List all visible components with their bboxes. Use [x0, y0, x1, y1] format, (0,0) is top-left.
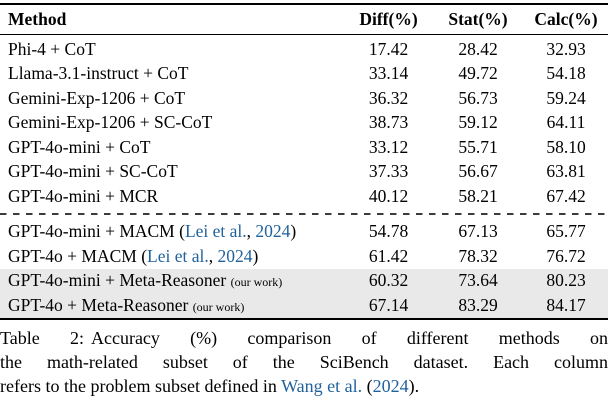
calc-cell: 67.42: [546, 185, 586, 206]
method-cell: Gemini-Exp-1206 + SC-CoT: [8, 112, 213, 132]
diff-cell: 37.33: [368, 161, 409, 181]
our-work-note: (our work): [192, 299, 245, 314]
method-cell: GPT-4o-mini + MACM (Lei et al., 2024): [0, 220, 345, 245]
table-row-highlighted: GPT-4o + Meta-Reasoner (our work) 67.14 …: [0, 293, 608, 319]
method-cell: GPT-4o + MACM (Lei et al., 2024): [0, 244, 345, 269]
method-label-suffix: ): [252, 245, 259, 266]
method-cell: GPT-4o-mini + Meta-Reasoner (our work): [0, 269, 345, 294]
method-cell: Llama-3.1-instruct + CoT: [8, 63, 189, 83]
citation-link-lei-2024[interactable]: Lei et al.: [147, 245, 209, 266]
caption-line-2: the math-related subset of the SciBench …: [0, 351, 608, 372]
calc-cell: 32.93: [546, 38, 586, 59]
citation-separator: ,: [208, 245, 218, 266]
calc-cell: 59.24: [546, 87, 586, 108]
col-header-calc: Calc(%): [524, 4, 608, 35]
col-header-diff: Diff(%): [345, 4, 432, 35]
stat-cell: 59.12: [458, 112, 498, 132]
diff-cell: 33.12: [368, 136, 409, 157]
method-cell: GPT-4o + Meta-Reasoner (our work): [0, 293, 345, 319]
calc-cell: 76.72: [546, 245, 586, 266]
table-caption: Table 2: Accuracy (%) comparison of diffe…: [0, 326, 608, 399]
diff-cell: 60.32: [368, 270, 409, 290]
col-header-stat: Stat(%): [432, 4, 524, 35]
calc-cell: 65.77: [546, 221, 586, 241]
calc-cell: 63.81: [546, 161, 586, 181]
citation-link-lei-2024[interactable]: Lei et al.: [184, 221, 247, 241]
table-row-highlighted: GPT-4o-mini + Meta-Reasoner (our work) 6…: [0, 268, 608, 294]
calc-cell: 64.11: [546, 112, 586, 132]
stat-cell: 56.73: [458, 87, 498, 108]
our-work-note: (our work): [230, 275, 283, 289]
method-cell: GPT-4o-mini + SC-CoT: [8, 161, 178, 181]
method-label: GPT-4o + Meta-Reasoner: [8, 294, 189, 315]
method-cell: GPT-4o-mini + MCR: [8, 185, 159, 206]
table-row: Phi-4 + CoT 17.42 28.42 32.93: [0, 35, 608, 62]
caption-line-3: refers to the problem subset defined in …: [0, 374, 608, 398]
table-row: GPT-4o + MACM (Lei et al., 2024) 61.42 7…: [0, 244, 608, 269]
diff-cell: 61.42: [368, 245, 409, 266]
method-cell: Gemini-Exp-1206 + CoT: [8, 87, 186, 108]
stat-cell: 83.29: [458, 294, 498, 315]
table-row: Gemini-Exp-1206 + SC-CoT 38.73 59.12 64.…: [0, 111, 608, 136]
calc-cell: 58.10: [546, 136, 586, 157]
dashed-separator-row: [0, 209, 608, 220]
caption-text: (: [362, 376, 373, 397]
diff-cell: 54.78: [368, 221, 409, 241]
citation-year-link[interactable]: 2024: [255, 221, 291, 241]
method-cell: Phi-4 + CoT: [8, 38, 96, 59]
stat-cell: 56.67: [458, 161, 498, 181]
header-row: Method Diff(%) Stat(%) Calc(%): [0, 4, 608, 35]
stat-cell: 78.32: [458, 245, 498, 266]
diff-cell: 33.14: [368, 63, 409, 83]
calc-cell: 84.17: [546, 294, 586, 315]
diff-cell: 38.73: [368, 112, 409, 132]
citation-year-link[interactable]: 2024: [217, 245, 253, 266]
caption-text: refers to the problem subset defined in: [0, 376, 282, 397]
col-header-method: Method: [0, 4, 345, 35]
table-row: Llama-3.1-instruct + CoT 33.14 49.72 54.…: [0, 62, 608, 87]
method-label: GPT-4o-mini + Meta-Reasoner: [8, 270, 227, 290]
caption-text: Accuracy (%) comparison of different met…: [90, 327, 608, 348]
method-cell: GPT-4o-mini + CoT: [8, 136, 151, 157]
calc-cell: 54.18: [546, 63, 586, 83]
method-label: GPT-4o + MACM (: [8, 245, 148, 266]
caption-line-1: Table 2: Accuracy (%) comparison of diffe…: [0, 326, 608, 350]
calc-cell: 80.23: [546, 270, 586, 290]
citation-link-wang-2024[interactable]: Wang et al.: [281, 376, 363, 397]
results-table: Method Diff(%) Stat(%) Calc(%) Phi-4 + C…: [0, 3, 608, 320]
table-row: GPT-4o-mini + SC-CoT 37.33 56.67 63.81: [0, 160, 608, 185]
stat-cell: 49.72: [458, 63, 498, 83]
diff-cell: 67.14: [368, 294, 409, 315]
table-row: GPT-4o-mini + MACM (Lei et al., 2024) 54…: [0, 220, 608, 245]
diff-cell: 40.12: [368, 185, 409, 206]
stat-cell: 55.71: [458, 136, 498, 157]
table-row: Gemini-Exp-1206 + CoT 36.32 56.73 59.24: [0, 86, 608, 111]
stat-cell: 67.13: [458, 221, 498, 241]
table-row: GPT-4o-mini + CoT 33.12 55.71 58.10: [0, 135, 608, 160]
caption-text: ).: [408, 376, 420, 397]
stat-cell: 73.64: [458, 270, 498, 290]
citation-year-link[interactable]: 2024: [372, 376, 409, 397]
method-label: GPT-4o-mini + MACM (: [8, 221, 185, 241]
citation-separator: ,: [246, 221, 256, 241]
diff-cell: 36.32: [368, 87, 409, 108]
method-label-suffix: ): [290, 221, 297, 241]
stat-cell: 58.21: [458, 185, 498, 206]
stat-cell: 28.42: [458, 38, 498, 59]
diff-cell: 17.42: [368, 38, 409, 59]
caption-label: Table 2:: [0, 327, 84, 348]
table-row: GPT-4o-mini + MCR 40.12 58.21 67.42: [0, 184, 608, 209]
dashed-rule: [0, 213, 608, 215]
